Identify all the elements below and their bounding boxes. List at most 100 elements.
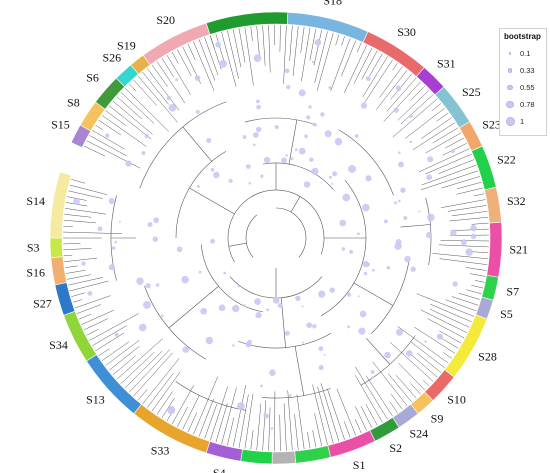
leaf-branch [151, 371, 181, 412]
clade-label-s15: S15 [51, 118, 70, 132]
leaf-branch [407, 351, 438, 378]
bootstrap-node [237, 285, 240, 288]
bootstrap-node [383, 219, 388, 224]
clade-label-s28: S28 [478, 349, 497, 363]
leaf-branch [392, 98, 438, 138]
bootstrap-node [306, 322, 313, 329]
leaf-branch [341, 36, 345, 46]
leaf-branch [133, 79, 157, 106]
internal-branch [290, 196, 301, 213]
clade-segment-s4 [205, 441, 243, 462]
bootstrap-node [306, 115, 311, 120]
leaf-branch [68, 190, 103, 199]
bootstrap-node [329, 287, 335, 293]
leaf-branch [227, 30, 239, 79]
leaf-branch [250, 26, 253, 42]
leaf-branch [427, 318, 465, 339]
leaf-branch [353, 47, 373, 84]
leaf-branch [362, 56, 388, 98]
leaf-branch [193, 376, 218, 435]
legend-swatch [504, 100, 516, 109]
leaf-branch [410, 85, 426, 101]
leaf-branch [151, 64, 168, 87]
leaf-branch [471, 222, 489, 225]
leaf-branch [327, 388, 345, 440]
bootstrap-node [243, 304, 246, 307]
clade-segment-s6 [95, 77, 126, 110]
bootstrap-node [270, 427, 274, 430]
clade-ring [49, 11, 503, 465]
leaf-branch [108, 105, 152, 140]
leaf-branch [398, 362, 426, 391]
leaf-branch [83, 318, 108, 331]
leaf-branch [112, 100, 153, 135]
clade-label-s21: S21 [509, 242, 528, 256]
clade-label-s17: S17 [245, 472, 264, 473]
bootstrap-node [360, 102, 368, 109]
internal-branch [400, 224, 431, 228]
bootstrap-node [371, 376, 374, 379]
bootstrap-node [141, 150, 146, 156]
leaf-branch [156, 391, 173, 415]
leaf-branch [430, 303, 472, 323]
tree-branches [63, 25, 489, 451]
bootstrap-node [263, 156, 271, 164]
internal-branch [371, 261, 410, 334]
bootstrap-node [247, 339, 253, 345]
leaf-branch [244, 27, 254, 86]
bootstrap-node [365, 175, 372, 182]
legend-dot-icon [505, 117, 515, 126]
leaf-branch [416, 293, 475, 317]
bootstrap-node [255, 312, 262, 319]
leaf-branch [451, 296, 479, 306]
leaf-branch [64, 214, 92, 218]
clade-segment-s12 [294, 445, 332, 464]
clade-label-s13: S13 [86, 392, 105, 406]
leaf-branch [314, 413, 322, 447]
leaf-branch [450, 228, 489, 231]
clade-label-s22: S22 [497, 153, 516, 167]
bootstrap-node [260, 384, 263, 388]
bootstrap-node [232, 344, 235, 347]
leaf-branch [98, 348, 110, 357]
leaf-branch [386, 77, 417, 112]
leaf-branch [262, 400, 267, 451]
leaf-branch [392, 62, 398, 71]
bootstrap-node [301, 341, 304, 344]
leaf-branch [256, 403, 262, 451]
leaf-branch [356, 42, 362, 53]
leaf-branch [429, 308, 470, 328]
clade-segment-s17 [240, 449, 273, 465]
leaf-branch [438, 244, 489, 248]
bootstrap-node [312, 324, 317, 329]
clade-label-s30: S30 [397, 25, 416, 39]
leaf-branch [439, 258, 488, 265]
leaf-branch [81, 309, 115, 325]
bootstrap-node [409, 114, 413, 119]
leaf-branch [289, 25, 293, 62]
clade-segment-s18 [286, 11, 369, 43]
leaf-branch [390, 393, 403, 410]
leaf-branch [474, 280, 485, 283]
bootstrap-node [339, 219, 347, 227]
leaf-branch [227, 417, 235, 446]
bootstrap-node [357, 295, 360, 298]
leaf-branch [292, 26, 299, 76]
leaf-branch [458, 292, 480, 300]
leaf-branch [67, 274, 91, 280]
leaf-branch [78, 313, 92, 320]
leaf-branch [387, 373, 412, 403]
leaf-branch [474, 193, 485, 197]
internal-branch [139, 101, 227, 189]
leaf-branch [156, 61, 186, 104]
leaf-branch [65, 208, 107, 215]
leaf-branch [187, 43, 196, 60]
bootstrap-node [359, 310, 367, 318]
bootstrap-node [274, 124, 279, 130]
leaf-branch [451, 211, 488, 217]
leaf-branch [72, 299, 83, 303]
leaf-branch [187, 412, 198, 433]
clade-label-s16: S16 [26, 266, 45, 280]
leaf-branch [215, 403, 228, 443]
bootstrap-node [242, 135, 247, 139]
